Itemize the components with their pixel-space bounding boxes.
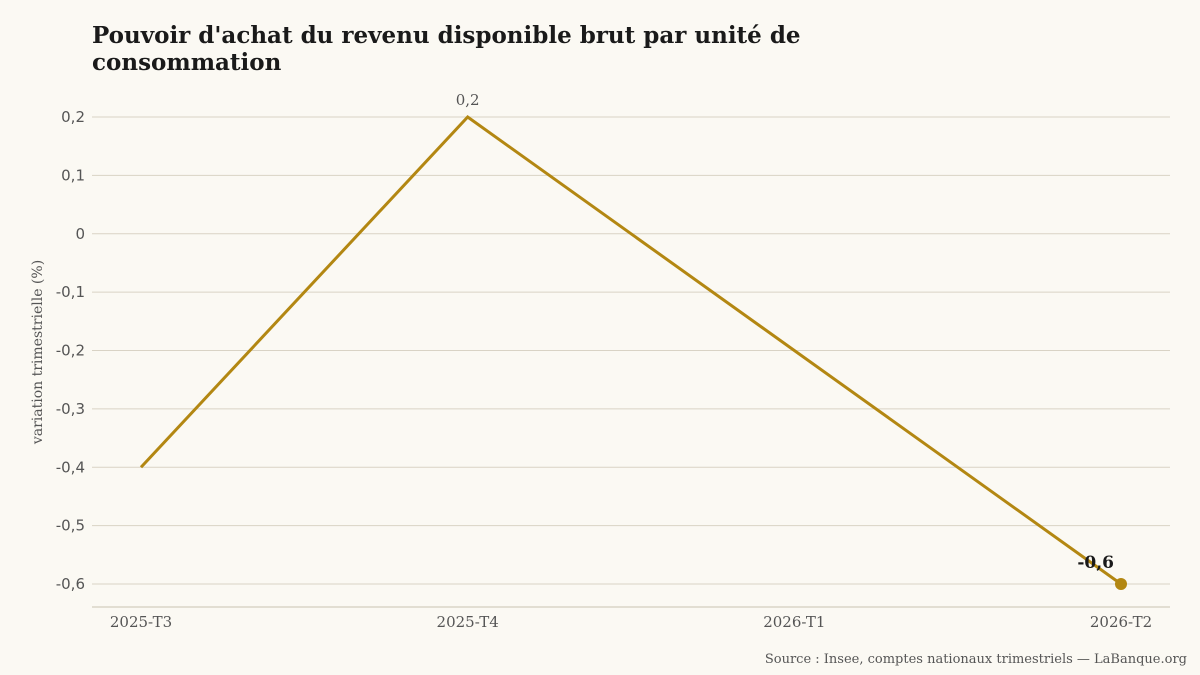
x-axis-ticks: 2025-T3 2025-T4 2026-T1 2026-T2 [110,613,1152,631]
y-tick-label: -0,6 [56,575,85,593]
data-label: -0,6 [1077,553,1114,573]
series-lines [139,115,1127,590]
chart-title: Pouvoir d'achat du revenu disponible bru… [92,22,801,76]
y-tick-label: -0,4 [56,458,85,476]
y-axis-label: variation trimestrielle (%) [30,260,46,445]
source-note: Source : Insee, comptes nationaux trimes… [764,652,1187,667]
gridlines [92,116,1170,585]
x-tick-label: 2025-T4 [437,613,499,631]
y-tick-label: -0,1 [56,283,85,301]
last-point-marker [1115,578,1127,590]
y-axis-ticks: 0,2 0,1 0 -0,1 -0,2 -0,3 -0,4 -0,5 -0,6 [56,108,85,593]
y-tick-label: -0,2 [56,342,85,360]
series-line [139,115,1122,586]
data-label: 0,2 [456,91,480,109]
y-tick-label: 0 [75,225,85,243]
x-tick-label: 2026-T1 [763,613,825,631]
y-tick-label: -0,5 [56,517,85,535]
y-tick-label: 0,2 [61,108,85,126]
y-tick-label: -0,3 [56,400,85,418]
x-tick-label: 2026-T2 [1090,613,1152,631]
x-tick-label: 2025-T3 [110,613,172,631]
y-tick-label: 0,1 [61,166,85,184]
data-labels: 0,2 -0,6 [456,91,1114,573]
